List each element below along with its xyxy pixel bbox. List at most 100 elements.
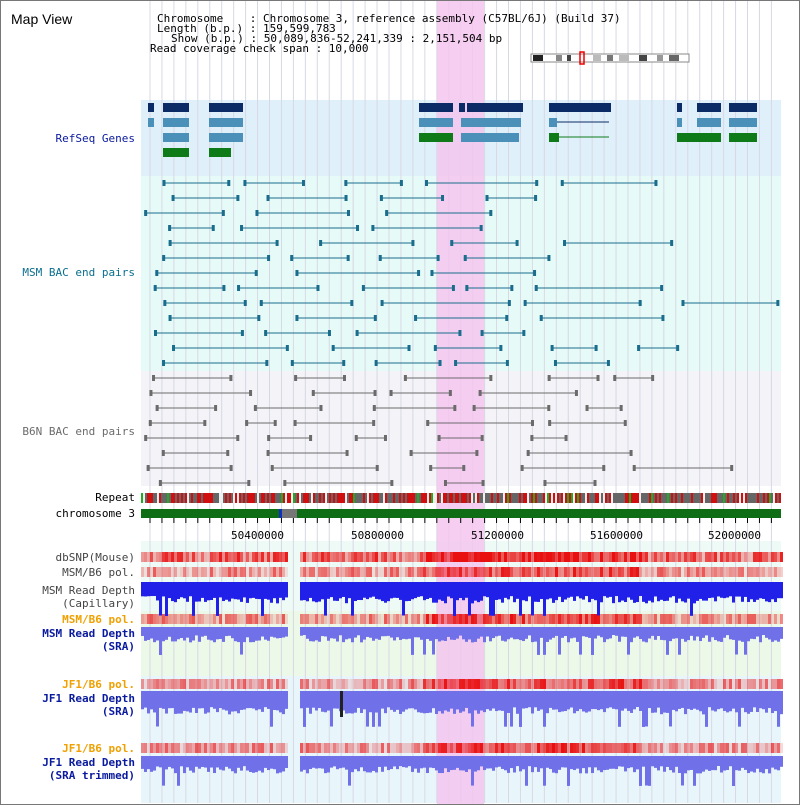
repeat-block [497,493,499,503]
depth-bar [204,756,207,768]
depth-bar [576,582,579,597]
pol-cell [168,567,171,577]
pol-cell [207,743,210,753]
track-label-b6n-bac[interactable]: B6N BAC end pairs [22,425,135,438]
pol-cell [543,614,546,624]
pol-cell [156,614,159,624]
pol-cell [294,679,297,689]
dbsnp-cell [501,552,504,562]
repeat-block [199,493,201,503]
depth-bar [228,582,231,602]
depth-bar [213,582,216,598]
dbsnp-cell [216,552,219,562]
track-label-msm-bac[interactable]: MSM BAC end pairs [22,266,135,279]
depth-bar [423,691,426,714]
pol-cell [510,614,513,624]
dbsnp-cell [426,552,429,562]
pol-cell [540,679,543,689]
dbsnp-cell [348,552,351,562]
depth-bar [309,691,312,714]
pol-cell [474,614,477,624]
depth-bar [183,691,186,711]
depth-bar [456,582,459,601]
msm-bac-pair-end [451,285,455,291]
depth-bar [657,627,660,637]
depth-bar [477,627,480,639]
depth-bar [738,627,741,641]
depth-bar [426,756,429,774]
depth-bar [774,691,777,712]
pol-cell [441,614,444,624]
depth-bar [678,691,681,709]
depth-bar [435,627,438,640]
dbsnp-cell [585,552,588,562]
pol-cell [198,614,201,624]
depth-bar [561,691,564,712]
b6n-bac-pair-end [472,405,476,411]
depth-bar [570,691,573,708]
repeat-block [551,493,553,503]
pol-cell [477,743,480,753]
pol-cell [459,743,462,753]
depth-bar [414,582,417,599]
depth-bar [240,691,243,710]
depth-bar [726,756,729,770]
pol-cell [630,679,633,689]
depth-bar [261,627,264,637]
pol-cell [225,567,228,577]
pol-cell [660,679,663,689]
repeat-block [183,493,185,503]
repeat-block [417,493,419,503]
b6n-bac-pair-end [345,450,349,456]
pol-cell [471,567,474,577]
pol-cell [549,679,552,689]
pol-cell [477,567,480,577]
pol-cell [243,679,246,689]
depth-bar [195,627,198,636]
pol-cell [351,614,354,624]
pol-cell [405,743,408,753]
pol-cell [225,743,228,753]
depth-bar [348,691,351,714]
pol-cell [480,614,483,624]
pol-cell [213,743,216,753]
gene-exon [163,118,189,127]
pol-cell [297,743,300,753]
pol-cell [198,679,201,689]
depth-bar [690,627,693,636]
depth-bar [327,582,330,599]
track-label-refseq[interactable]: RefSeq Genes [55,132,135,145]
pol-cell [651,743,654,753]
pol-cell [189,614,192,624]
depth-bar [390,627,393,638]
pol-cell [504,567,507,577]
depth-bar [483,691,486,713]
depth-bar [477,691,480,714]
depth-bar [708,756,711,771]
dbsnp-cell [555,552,558,562]
depth-bar [273,756,276,770]
depth-bar [690,691,693,710]
msm-bac-pair-end [436,255,440,261]
pol-cell [303,679,306,689]
depth-bar [267,582,270,600]
pol-cell [615,743,618,753]
pol-cell [273,743,276,753]
pol-cell [741,679,744,689]
pol-cell [168,743,171,753]
depth-bar [645,627,648,643]
pol-cell [774,567,777,577]
repeat-block [369,493,371,503]
depth-bar [201,691,204,709]
pol-cell [714,679,717,689]
repeat-block [335,493,337,503]
dbsnp-cell [174,552,177,562]
pol-cell [243,743,246,753]
depth-bar [540,756,543,769]
pol-cell [414,743,417,753]
pol-cell [453,614,456,624]
pol-cell [645,614,648,624]
pol-cell [186,567,189,577]
depth-bar [693,756,696,786]
dbsnp-cell [423,552,426,562]
